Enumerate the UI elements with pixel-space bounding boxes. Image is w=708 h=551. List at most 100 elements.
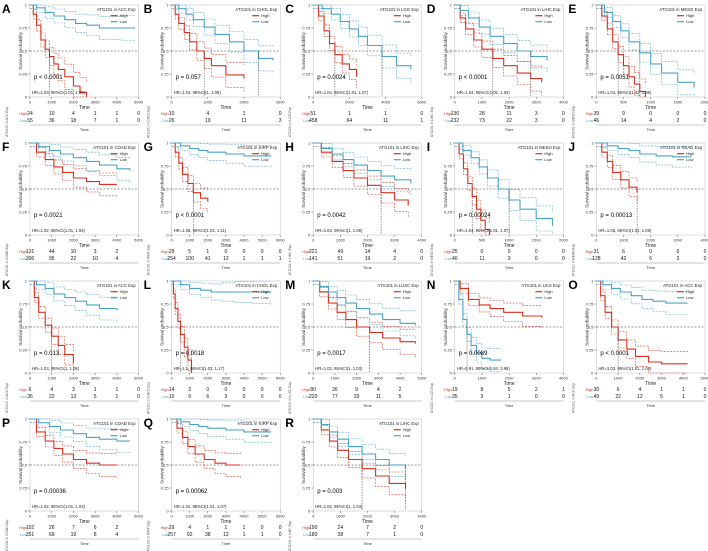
risk-count-high: 31 <box>594 249 600 255</box>
risk-label-high: High <box>161 112 169 116</box>
x-tick-label: 500 <box>620 100 627 105</box>
x-tick-label: 2000 <box>69 238 79 243</box>
risk-count-high: 30 <box>594 387 600 393</box>
ci-upper-high <box>454 280 542 307</box>
y-tick-label: 0.75 <box>302 164 311 169</box>
ci-lower-low <box>454 8 548 73</box>
y-tick-label: 0.75 <box>302 302 311 307</box>
y-tick-label: 0.5 <box>588 187 594 192</box>
y-tick-label: 0.25 <box>302 348 311 353</box>
risk-count-low: 6 <box>649 256 652 262</box>
risk-count-low: 22 <box>615 394 621 400</box>
y-tick-label: 0.5 <box>21 187 27 192</box>
risk-count-low: 0 <box>137 394 140 400</box>
risk-count-high: 0 <box>562 249 565 255</box>
hazard-ratio: HR=1.04, 95%CI(1.02, 1.06) <box>598 90 652 95</box>
x-tick-label: 2000 <box>352 376 362 381</box>
ci-upper-low <box>171 4 274 47</box>
p-value: p = 0.00036 <box>34 489 67 495</box>
y-tick-label: 0.25 <box>586 210 595 215</box>
x-tick-label: 1000 <box>646 100 656 105</box>
y-axis-label: Survival probability <box>18 307 23 346</box>
ci-upper-low <box>30 280 118 298</box>
risk-count-high: 14 <box>169 387 175 393</box>
x-tick-label: 2000 <box>559 238 569 243</box>
panel-title: ATG101 in COAD Exp <box>93 145 136 150</box>
risk-label-high: High <box>444 112 452 116</box>
panel-title: ATG101 in LUSC Exp <box>377 283 419 288</box>
risk-count-low: 1 <box>261 256 264 262</box>
ci-upper-low <box>30 4 135 17</box>
risk-count-high: 0 <box>649 249 652 255</box>
ci-upper-high <box>313 142 409 193</box>
panel-letter: M <box>285 278 295 292</box>
x-axis-label: Time <box>645 381 656 387</box>
curve-high <box>30 4 88 97</box>
hazard-ratio: HR=1.03, 95%CI(1.01, 1.04) <box>598 366 652 371</box>
y-tick-label: 0.5 <box>305 49 311 54</box>
y-tick-label: 0.5 <box>163 187 169 192</box>
curve-high <box>313 418 407 489</box>
legend-label: High <box>261 13 269 18</box>
risk-count-low: 22 <box>71 256 77 262</box>
risk-count-high: 26 <box>332 387 338 393</box>
risk-count-high: 102 <box>26 525 35 531</box>
x-tick-label: 4000 <box>112 514 122 519</box>
risk-count-low: 22 <box>506 118 512 124</box>
risk-count-low: 18 <box>71 118 77 124</box>
curve-high <box>596 142 638 193</box>
panel-letter: D <box>427 2 436 16</box>
hazard-ratio: HR=1.03, 95%CI(1.01, 1.05) <box>32 90 86 95</box>
x-tick-label: 0 <box>454 100 457 105</box>
risk-count-high: 29 <box>169 249 175 255</box>
risk-count-high: 29 <box>169 525 175 531</box>
y-tick-label: 0.5 <box>305 463 311 468</box>
risk-side-label: ATG101 in LIHC Exp <box>430 107 434 138</box>
risk-count-high: 221 <box>309 249 318 255</box>
risk-count-high: 1 <box>94 111 97 117</box>
x-tick-label: 1000 <box>185 514 195 519</box>
risk-count-high: 3 <box>188 387 191 393</box>
risk-count-high: 0 <box>420 249 423 255</box>
y-tick-label: 0.75 <box>586 26 595 31</box>
x-tick-label: 2000 <box>701 100 708 105</box>
risk-count-low: 7 <box>94 118 97 124</box>
x-tick-label: 3000 <box>91 238 101 243</box>
y-tick-label: 0 <box>308 371 311 376</box>
risk-count-high: 6 <box>617 387 620 393</box>
x-tick-label: 2000 <box>635 376 645 381</box>
x-tick-label: 2000 <box>203 376 213 381</box>
panel-letter: R <box>285 416 294 430</box>
panel-E: E Survival probability 0 0.25 0.5 0.75 1 0 500 10… <box>568 2 708 138</box>
p-value: p = 0.0024 <box>317 75 346 81</box>
risk-count-high: 0 <box>137 111 140 117</box>
risk-label-low: Low <box>586 395 593 399</box>
hazard-ratio: HR=1.03, 95%CI(1, 1.06) <box>315 228 363 233</box>
p-value: p = 0.0017 <box>317 351 346 357</box>
y-tick-label: 0 <box>25 371 28 376</box>
risk-count-low: 19 <box>71 532 77 538</box>
risk-label-low: Low <box>303 395 310 399</box>
hazard-ratio: HR=1.1, 95%CI(1.03, 1.17) <box>174 366 225 371</box>
risk-count-low: 73 <box>479 118 485 124</box>
panel-title: ATG101 in ACC Exp <box>97 283 136 288</box>
x-tick-label: 3000 <box>532 376 542 381</box>
risk-side-label: ATG101 in CHOL Exp <box>147 382 151 414</box>
ci-lower-high <box>313 422 406 502</box>
legend-label: Low <box>544 19 551 24</box>
panel-title: ATG101 in ACC Exp <box>663 283 702 288</box>
risk-count-high: 5 <box>508 387 511 393</box>
x-axis-label: Time <box>362 243 373 249</box>
legend-label: High <box>403 289 411 294</box>
x-tick-label: 6000 <box>276 514 286 519</box>
panel-title: ATG101 in UCS Exp <box>521 283 561 288</box>
risk-label-low: Low <box>162 119 169 123</box>
x-tick-label: 1000 <box>330 376 340 381</box>
panel-title: ATG101 in LIHC Exp <box>379 145 419 150</box>
y-tick-label: 1 <box>308 417 311 422</box>
legend-label: High <box>403 13 411 18</box>
risk-label-low: Low <box>445 119 452 123</box>
x-tick-label: 5000 <box>134 376 144 381</box>
risk-count-high: 8 <box>481 387 484 393</box>
